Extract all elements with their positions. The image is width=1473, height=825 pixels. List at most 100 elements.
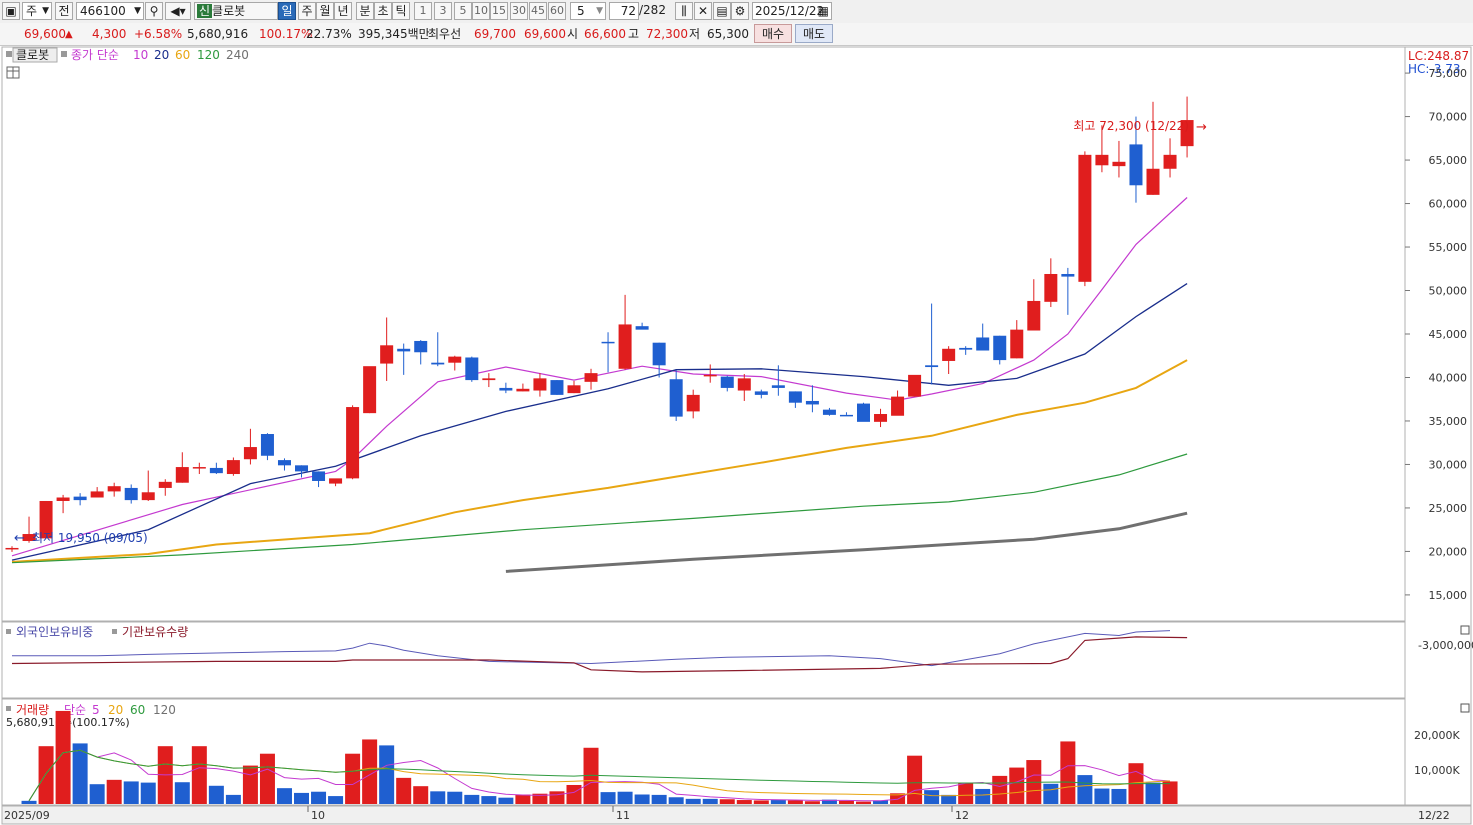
period-second-button[interactable]: 초 — [374, 2, 392, 20]
candle-body — [175, 467, 189, 483]
close-icon[interactable] — [1460, 703, 1470, 713]
period-week-button[interactable]: 주 — [298, 2, 316, 20]
volume-bar — [38, 746, 54, 804]
candle-icon[interactable]: ⫼ — [675, 2, 693, 20]
price-tick-label: 75,000 — [1429, 67, 1468, 80]
crosshair-icon[interactable]: ✕ — [694, 2, 712, 20]
volume-bar — [1043, 783, 1059, 804]
sell-button[interactable]: 매도 — [795, 24, 833, 43]
period-day-button[interactable]: 일 — [278, 2, 296, 20]
holding-axis-tick: -3,000,000 — [1418, 639, 1473, 652]
page-counter-input[interactable]: 72 — [609, 2, 639, 20]
market-select-value: 주 — [26, 4, 38, 18]
period-minute-button[interactable]: 분 — [356, 2, 374, 20]
hc-value: HC:-3.73 — [1408, 62, 1461, 76]
candle-body — [107, 486, 121, 492]
candle-body — [90, 491, 104, 498]
volume-bar — [1145, 782, 1161, 804]
minute-15-button[interactable]: 15 — [490, 2, 508, 20]
window-menu-icon[interactable]: ▣ — [2, 2, 20, 20]
volume-bar — [634, 794, 650, 804]
price-tick-label: 70,000 — [1429, 111, 1468, 124]
legend-bullet — [61, 51, 67, 57]
candle-body — [652, 342, 666, 366]
candle-body — [431, 362, 445, 365]
volume-bar — [702, 798, 718, 804]
price-tick-label: 20,000 — [1429, 545, 1468, 558]
minute-30-button[interactable]: 30 — [510, 2, 528, 20]
volume-bar — [515, 794, 531, 804]
stock-name-box[interactable]: 신 클로봇 — [194, 2, 278, 20]
volume-value: 5,680,916 — [187, 27, 249, 41]
candle-body — [805, 400, 819, 405]
volume-bar — [583, 747, 599, 804]
volume-bar — [736, 800, 752, 804]
candle-body — [669, 379, 683, 417]
minute-3-button[interactable]: 3 — [434, 2, 452, 20]
volume-bar — [379, 745, 395, 804]
volume-bar — [753, 800, 769, 804]
candle-body — [56, 497, 70, 501]
new-badge: 신 — [197, 4, 213, 18]
minute-5-button[interactable]: 5 — [454, 2, 472, 20]
market-select[interactable]: 주 ▼ — [22, 2, 52, 20]
vol-axis-tick: 20,000K — [1414, 729, 1460, 742]
date-input[interactable]: 2025/12/22 ▦ — [752, 2, 832, 20]
volume-bar — [123, 781, 139, 804]
open-label: 시 — [567, 27, 579, 41]
volume-bar — [941, 794, 957, 804]
top-toolbar: ▣ 주 ▼ 전 466100 ▼ ⚲ ◀▾ 신 클로봇 일 주 월 년 분 초 틱 1… — [0, 0, 1473, 24]
volume-bar — [821, 799, 837, 804]
period-year-button[interactable]: 년 — [334, 2, 352, 20]
gear-icon[interactable]: ⚙ — [731, 2, 749, 20]
count-select[interactable]: 5 ▼ — [570, 2, 606, 20]
volume-bar — [685, 798, 701, 804]
candle-body — [857, 403, 870, 422]
search-icon[interactable]: ⚲ — [145, 2, 163, 20]
volume-bar — [804, 801, 820, 804]
volume-bar — [413, 786, 429, 804]
volume-bar — [600, 792, 616, 804]
sound-icon[interactable]: ◀▾ — [165, 2, 191, 20]
low-price: 65,300 — [707, 27, 749, 41]
stock-code-input[interactable]: 466100 ▼ — [76, 2, 144, 20]
price-tick-label: 30,000 — [1429, 458, 1468, 471]
legend-vol-ma60: 60 — [130, 703, 145, 717]
stock-chart[interactable]: 클로봇 종가 단순 10 20 60 120 240 LC:248.87 HC:… — [0, 45, 1473, 825]
legend-bullet — [112, 629, 117, 634]
prefix-button[interactable]: 전 — [55, 2, 73, 20]
volume-bar — [856, 801, 871, 804]
volume-bar — [1009, 767, 1025, 804]
page-total: /282 — [639, 3, 666, 17]
volume-bar — [532, 793, 548, 804]
minute-60-button[interactable]: 60 — [548, 2, 566, 20]
stock-name-tag[interactable] — [12, 47, 58, 63]
high-price: 72,300 — [646, 27, 688, 41]
candle-body — [788, 391, 802, 403]
save-icon[interactable]: ▤ — [713, 2, 731, 20]
volume-bar — [21, 800, 37, 804]
legend-volume: 거래량 — [16, 703, 49, 717]
period-tick-button[interactable]: 틱 — [392, 2, 410, 20]
close-icon[interactable] — [1460, 625, 1470, 635]
best-bid: 69,600 — [524, 27, 566, 41]
minute-45-button[interactable]: 45 — [529, 2, 547, 20]
volume-bar — [924, 790, 940, 804]
buy-button[interactable]: 매수 — [754, 24, 792, 43]
period-month-button[interactable]: 월 — [316, 2, 334, 20]
volume-bar — [362, 739, 378, 804]
volume-bar — [191, 746, 207, 804]
chevron-down-icon: ▼ — [134, 6, 141, 16]
volume-bar — [566, 784, 582, 804]
volume-bar — [345, 753, 361, 804]
candle-body — [39, 500, 53, 539]
minute-1-button[interactable]: 1 — [414, 2, 432, 20]
price-tick-label: 15,000 — [1429, 589, 1468, 602]
minute-10-button[interactable]: 10 — [472, 2, 490, 20]
volume-bar — [276, 788, 292, 804]
candle-body — [1027, 300, 1041, 331]
candle-body — [567, 385, 581, 394]
inst-holding-line — [11, 636, 1188, 673]
candle-body — [618, 324, 632, 369]
candle-body — [533, 378, 547, 391]
